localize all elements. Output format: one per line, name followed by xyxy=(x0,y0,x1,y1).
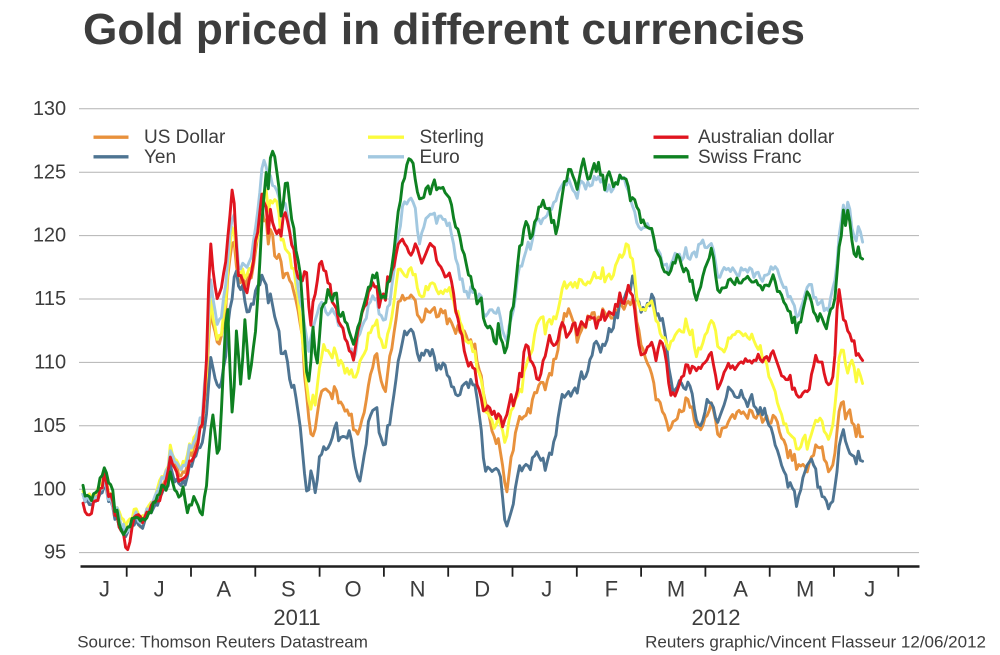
svg-text:130: 130 xyxy=(33,98,66,120)
svg-text:120: 120 xyxy=(33,225,66,247)
svg-text:95: 95 xyxy=(44,542,66,564)
svg-text:F: F xyxy=(605,577,618,602)
svg-text:Australian dollar: Australian dollar xyxy=(698,127,835,148)
svg-text:Euro: Euro xyxy=(420,147,460,168)
svg-text:2011: 2011 xyxy=(273,605,320,630)
svg-text:US Dollar: US Dollar xyxy=(144,127,226,148)
svg-text:Reuters graphic/Vincent Flasse: Reuters graphic/Vincent Flasseur 12/06/2… xyxy=(645,633,986,652)
svg-text:A: A xyxy=(216,577,231,602)
svg-text:Gold priced in different curre: Gold priced in different currencies xyxy=(83,5,805,54)
svg-text:A: A xyxy=(733,577,748,602)
svg-text:J: J xyxy=(154,577,165,602)
svg-text:Sterling: Sterling xyxy=(420,127,484,148)
svg-text:M: M xyxy=(796,577,814,602)
svg-text:J: J xyxy=(99,577,110,602)
svg-text:Source: Thomson Reuters Datast: Source: Thomson Reuters Datastream xyxy=(77,633,368,652)
svg-text:2012: 2012 xyxy=(692,605,741,630)
svg-text:115: 115 xyxy=(34,288,66,310)
svg-text:M: M xyxy=(667,577,685,602)
svg-text:Yen: Yen xyxy=(144,147,176,168)
svg-text:Swiss Franc: Swiss Franc xyxy=(698,147,801,168)
svg-text:100: 100 xyxy=(33,478,66,500)
svg-text:S: S xyxy=(281,577,296,602)
svg-text:N: N xyxy=(410,577,426,602)
svg-text:125: 125 xyxy=(33,161,66,183)
svg-text:110: 110 xyxy=(34,352,66,374)
svg-text:D: D xyxy=(474,577,490,602)
svg-text:O: O xyxy=(344,577,361,602)
svg-text:105: 105 xyxy=(33,415,66,437)
svg-text:J: J xyxy=(864,577,875,602)
svg-text:J: J xyxy=(541,577,552,602)
